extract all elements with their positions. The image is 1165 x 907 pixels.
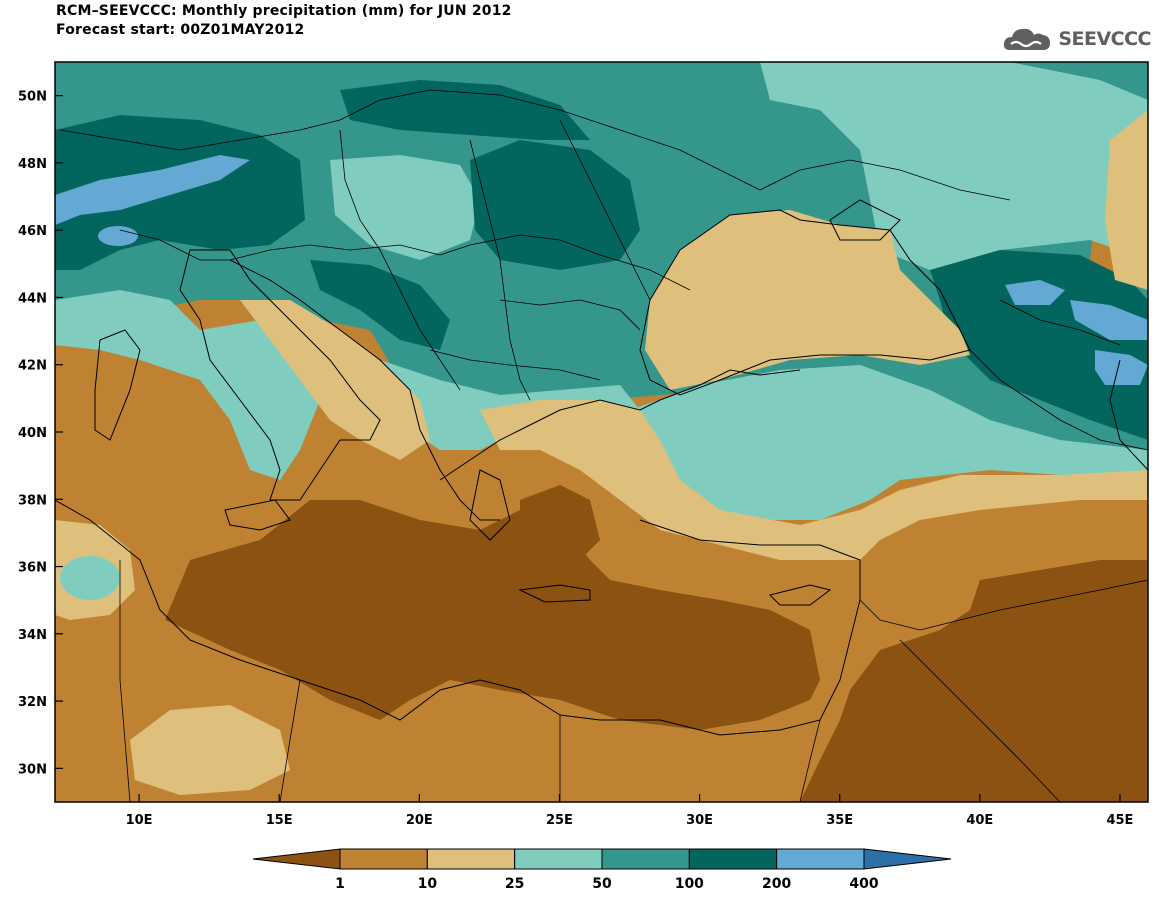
precip-25-50-tunisia bbox=[60, 556, 120, 600]
lat-tick-label: 30N bbox=[18, 762, 47, 777]
precip-200-400-caucasus-c bbox=[1095, 350, 1148, 385]
precip-1-10-mediterranean bbox=[165, 500, 820, 730]
colorbar-label: 1 bbox=[335, 876, 345, 892]
map-title: RCM–SEEVCCC: Monthly precipitation (mm) … bbox=[56, 3, 512, 19]
lat-tick-label: 46N bbox=[18, 224, 47, 239]
lat-tick-label: 42N bbox=[18, 359, 47, 374]
lon-tick-label: 40E bbox=[966, 813, 993, 828]
precip-10-25-east-edge bbox=[1105, 110, 1148, 290]
precip-1-10-aegean bbox=[520, 485, 600, 560]
precip-25-50-west bbox=[55, 290, 320, 480]
colorbar-swatch bbox=[426, 848, 516, 870]
lat-tick-label: 36N bbox=[18, 561, 47, 576]
precip-100-200-carpathian bbox=[470, 140, 640, 270]
precip-200-400-alps bbox=[55, 155, 250, 225]
precip-25-50-pannonia bbox=[330, 155, 480, 260]
country-borders bbox=[59, 89, 1148, 802]
precip-100-200-dinaric bbox=[310, 260, 450, 350]
precip-200-400-caucasus-b bbox=[1070, 300, 1148, 340]
lon-tick-label: 45E bbox=[1106, 813, 1133, 828]
precip-10-25-black-sea bbox=[645, 210, 970, 390]
lat-tick-label: 38N bbox=[18, 493, 47, 508]
colorbar-label: 25 bbox=[505, 876, 524, 892]
precip-200-400-spot bbox=[98, 226, 138, 246]
colorbar-swatch bbox=[339, 848, 428, 870]
precip-100-200-caucasus bbox=[930, 250, 1148, 440]
colorbar-high-arrow bbox=[863, 848, 952, 870]
precip-200-400-caucasus-a bbox=[1005, 280, 1065, 305]
precip-10-25-libya bbox=[130, 705, 290, 795]
logo-text: SEEVCCC bbox=[1058, 28, 1151, 50]
lat-tick-label: 44N bbox=[18, 291, 47, 306]
lat-tick-label: 50N bbox=[18, 90, 47, 105]
lon-tick-label: 20E bbox=[406, 813, 433, 828]
lat-tick-label: 40N bbox=[18, 426, 47, 441]
forecast-start-label: Forecast start: 00Z01MAY2012 bbox=[56, 22, 305, 38]
precip-1-10-middle-east bbox=[800, 560, 1148, 802]
colorbar-label: 200 bbox=[762, 876, 791, 892]
lat-tick-label: 34N bbox=[18, 628, 47, 643]
colorbar-swatch bbox=[601, 848, 690, 870]
colorbar-label: 100 bbox=[675, 876, 704, 892]
precip-25-50-northeast bbox=[760, 62, 1148, 270]
precip-10-25-aegean bbox=[480, 400, 1148, 560]
seevccc-logo: SEEVCCC bbox=[1002, 24, 1151, 54]
precip-25-50-mid bbox=[630, 365, 1148, 520]
colorbar-label: 10 bbox=[418, 876, 438, 892]
cloud-logo-icon bbox=[1004, 28, 1051, 50]
longitude-axis: 10E 15E 20E 25E 30E 35E 40E 45E bbox=[126, 794, 1133, 828]
coastlines bbox=[55, 199, 1148, 736]
colorbar-label: 400 bbox=[849, 876, 878, 892]
precip-100-200-poland bbox=[340, 80, 590, 140]
lon-tick-label: 25E bbox=[546, 813, 573, 828]
lon-tick-label: 35E bbox=[826, 813, 853, 828]
lon-tick-label: 30E bbox=[686, 813, 713, 828]
latitude-axis: 50N 48N 46N 44N 42N 40N 38N 36N 34N 32N 30N bbox=[18, 90, 63, 777]
lat-tick-label: 32N bbox=[18, 695, 47, 710]
colorbar-swatch bbox=[776, 848, 865, 870]
colorbar-swatch bbox=[688, 848, 778, 870]
lon-tick-label: 15E bbox=[266, 813, 293, 828]
lat-tick-label: 48N bbox=[18, 157, 47, 172]
colorbar-low-arrow bbox=[252, 848, 341, 870]
colorbar-label: 50 bbox=[592, 876, 612, 892]
lon-tick-label: 10E bbox=[126, 813, 153, 828]
colorbar: 1 10 25 50 100 200 400 bbox=[252, 848, 952, 892]
colorbar-swatch bbox=[514, 848, 603, 870]
map-plot-area bbox=[55, 62, 1148, 802]
precip-10-25-adriatic bbox=[240, 300, 430, 460]
